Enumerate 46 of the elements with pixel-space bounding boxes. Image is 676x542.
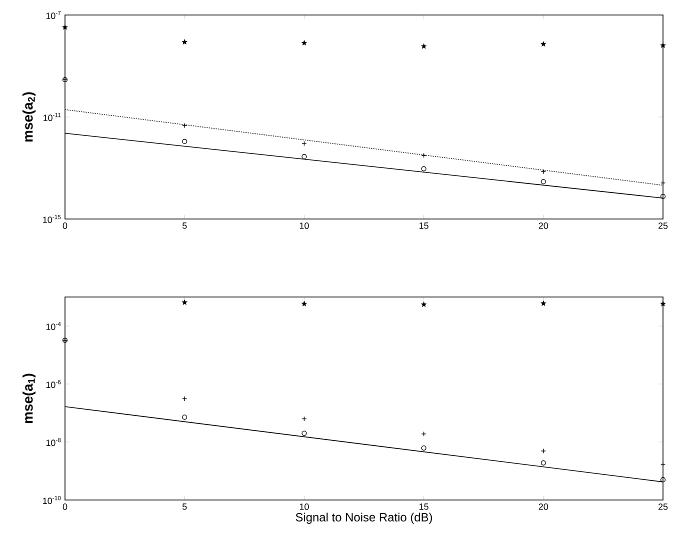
- point: [302, 154, 307, 160]
- y-tick-label: 10$^{-4}$: [46, 322, 61, 330]
- x-tick-label: 20: [538, 222, 548, 229]
- point: [302, 301, 307, 306]
- point: [421, 302, 426, 307]
- x-tick-label: 25: [658, 222, 668, 229]
- y-tick-label: 10$^{-11}$: [44, 113, 61, 122]
- text: mse(a$_{1}$): [22, 374, 36, 424]
- x-tick-label: 5: [182, 504, 187, 510]
- point: [62, 24, 68, 30]
- y-tick-label: 10$^{-10}$: [43, 496, 61, 504]
- point: [540, 42, 546, 46]
- point: [660, 42, 666, 48]
- x-tick-label: 15: [420, 222, 428, 229]
- x-tick-label: 5: [182, 222, 187, 229]
- point: [660, 194, 666, 199]
- point: [540, 300, 546, 306]
- y-tick-label: 10$^{-15}$: [43, 215, 61, 224]
- point: [421, 431, 426, 436]
- x-tick-label: 0: [62, 504, 68, 510]
- point: [182, 138, 188, 144]
- point: [421, 44, 426, 48]
- point: [421, 445, 426, 451]
- x-tick-label: 10: [300, 222, 309, 229]
- x-tick-label: 15: [420, 504, 428, 510]
- y-tick-label: 10$^{-7}$: [46, 11, 61, 20]
- point: [302, 40, 307, 46]
- y-tick-label: 10$^{-8}$: [46, 438, 61, 446]
- x-tick-label: 20: [538, 504, 548, 510]
- y-tick-label: 10$^{-6}$: [46, 380, 61, 388]
- point: [540, 460, 546, 466]
- text: mse(a$_{2}$): [22, 92, 36, 142]
- point: [182, 39, 188, 44]
- point: [182, 300, 188, 305]
- x-tick-label: 10: [300, 504, 309, 510]
- point: [660, 301, 666, 306]
- point: [182, 414, 188, 420]
- point: [421, 152, 426, 158]
- point: [540, 179, 546, 184]
- x-tick-label: 25: [658, 504, 668, 510]
- point: [421, 166, 426, 172]
- point: [660, 477, 666, 482]
- point: [302, 430, 307, 436]
- x-tick-label: 0: [62, 222, 68, 229]
- x-axis-title: Signal to Noise Ratio (dB): [296, 512, 432, 524]
- point: [302, 140, 307, 146]
